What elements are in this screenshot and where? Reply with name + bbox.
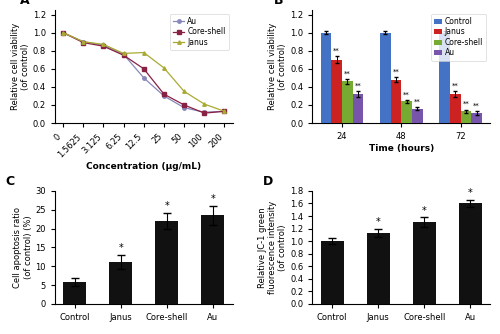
Legend: Control, Janus, Core-shell, Au: Control, Janus, Core-shell, Au: [431, 14, 486, 60]
Bar: [320, 241, 344, 304]
Bar: [412, 109, 422, 123]
Core-shell: [202, 111, 207, 115]
Core-shell: [80, 40, 86, 44]
Y-axis label: Cell apoptosis ratio
(of control) (%): Cell apoptosis ratio (of control) (%): [13, 207, 32, 288]
Bar: [320, 33, 331, 123]
Bar: [390, 79, 401, 123]
Bar: [342, 81, 352, 123]
Y-axis label: Relative JC-1 green
fluorescence intensity
(of control): Relative JC-1 green fluorescence intensi…: [258, 201, 288, 294]
Text: **: **: [452, 83, 458, 89]
Bar: [63, 282, 86, 304]
Text: *: *: [422, 206, 426, 216]
Text: D: D: [262, 175, 273, 188]
Text: *: *: [468, 188, 473, 198]
Au: [60, 31, 66, 35]
Text: **: **: [333, 48, 340, 54]
Janus: [202, 102, 207, 106]
Bar: [450, 94, 460, 123]
Au: [202, 110, 207, 114]
Janus: [120, 51, 126, 55]
Bar: [413, 222, 436, 304]
Line: Au: Au: [62, 31, 226, 114]
Text: **: **: [414, 99, 420, 105]
Text: **: **: [403, 91, 410, 97]
Core-shell: [120, 53, 126, 57]
X-axis label: Concentration (µg/mL): Concentration (µg/mL): [86, 162, 202, 171]
Janus: [161, 66, 167, 70]
Bar: [156, 221, 178, 304]
Core-shell: [100, 44, 106, 48]
Bar: [109, 262, 132, 304]
Bar: [460, 111, 471, 123]
Y-axis label: Relative cell viability
(of control): Relative cell viability (of control): [10, 23, 30, 110]
Y-axis label: Relative cell viability
(of control): Relative cell viability (of control): [268, 23, 287, 110]
Core-shell: [161, 92, 167, 96]
Bar: [471, 113, 482, 123]
Bar: [202, 215, 224, 304]
X-axis label: Time (hours): Time (hours): [368, 144, 434, 153]
Text: *: *: [210, 194, 216, 204]
Text: **: **: [344, 70, 350, 76]
Core-shell: [222, 109, 228, 113]
Au: [100, 43, 106, 47]
Bar: [331, 60, 342, 123]
Text: B: B: [274, 0, 283, 7]
Text: **: **: [354, 83, 362, 89]
Au: [222, 109, 228, 113]
Au: [141, 76, 147, 80]
Text: **: **: [462, 101, 469, 107]
Text: **: **: [473, 103, 480, 109]
Bar: [380, 33, 390, 123]
Text: C: C: [6, 175, 15, 188]
Janus: [100, 42, 106, 46]
Text: *: *: [376, 217, 380, 227]
Text: *: *: [118, 243, 123, 254]
Bar: [352, 94, 363, 123]
Bar: [439, 33, 450, 123]
Au: [181, 106, 187, 110]
Text: *: *: [164, 201, 169, 211]
Janus: [222, 109, 228, 113]
Janus: [80, 40, 86, 44]
Au: [161, 94, 167, 98]
Text: **: **: [392, 69, 400, 75]
Bar: [401, 101, 412, 123]
Core-shell: [141, 67, 147, 71]
Janus: [141, 50, 147, 54]
Core-shell: [181, 103, 187, 107]
Line: Janus: Janus: [62, 31, 226, 113]
Text: A: A: [20, 0, 29, 7]
Janus: [60, 31, 66, 35]
Bar: [459, 203, 482, 304]
Line: Core-shell: Core-shell: [62, 31, 226, 115]
Au: [80, 40, 86, 44]
Core-shell: [60, 31, 66, 35]
Au: [120, 52, 126, 56]
Bar: [366, 233, 390, 304]
Legend: Au, Core-shell, Janus: Au, Core-shell, Janus: [170, 14, 228, 50]
Janus: [181, 90, 187, 94]
